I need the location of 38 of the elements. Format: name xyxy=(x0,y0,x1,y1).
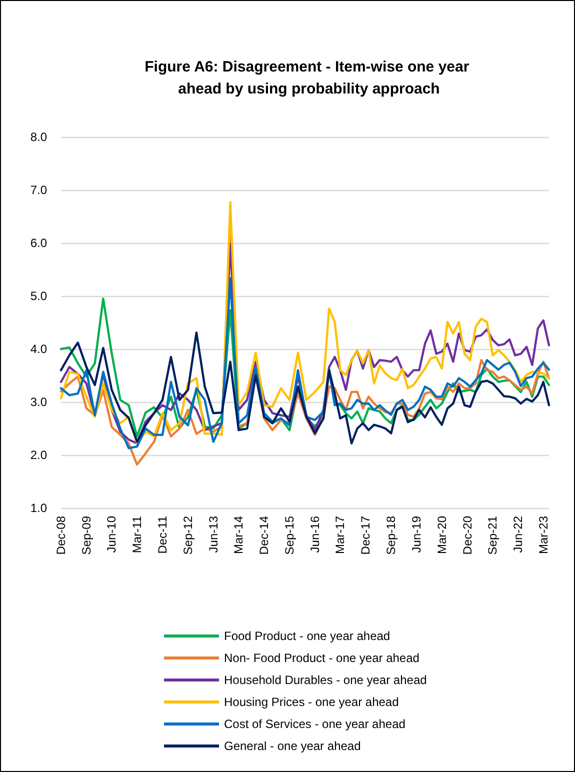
x-tick-label: Mar-20 xyxy=(434,516,449,554)
x-tick-label: Jun-19 xyxy=(409,516,424,553)
x-tick-label: Jun-16 xyxy=(308,516,322,553)
y-tick-label: 4.0 xyxy=(30,342,48,356)
line-series xyxy=(60,201,550,444)
x-tick-label: Sep-15 xyxy=(282,516,297,555)
x-tick-label: Dec-17 xyxy=(358,516,373,555)
legend-label: Housing Prices - one year ahead xyxy=(224,695,399,709)
x-tick-label: Jun-22 xyxy=(511,516,526,553)
line-series xyxy=(60,277,550,450)
y-tick-label: 2.0 xyxy=(30,448,48,462)
legend-label: Cost of Services - one year ahead xyxy=(224,717,406,731)
chart-title: Figure A6: Disagreement - Item-wise one year ahead by using probability approach xyxy=(144,58,474,98)
x-tick-label: Mar-23 xyxy=(536,516,550,554)
line-series xyxy=(60,331,550,444)
y-tick-label: 3.0 xyxy=(30,395,48,409)
x-tick-label: Sep-18 xyxy=(384,516,398,555)
y-tick-label: 7.0 xyxy=(30,183,48,197)
x-tick-label: Dec-08 xyxy=(54,516,68,555)
legend-label: Non- Food Product - one year ahead xyxy=(224,651,420,665)
y-tick-label: 6.0 xyxy=(30,236,48,250)
legend-label: Food Product - one year ahead xyxy=(224,629,390,643)
x-tick-label: Sep-12 xyxy=(181,516,196,555)
y-tick-label: 8.0 xyxy=(30,130,48,144)
legend-label: Household Durables - one year ahead xyxy=(224,673,427,687)
x-tick-label: Jun-10 xyxy=(104,516,119,553)
legend-label: General - one year ahead xyxy=(224,739,361,753)
x-tick-label: Mar-14 xyxy=(232,516,246,554)
x-tick-label: Jun-13 xyxy=(206,516,220,553)
y-tick-label: 1.0 xyxy=(30,501,48,515)
x-tick-label: Dec-11 xyxy=(156,516,170,554)
x-tick-label: Mar-11 xyxy=(130,516,144,554)
x-tick-label: Dec-14 xyxy=(257,516,272,555)
x-tick-label: Mar-17 xyxy=(333,516,348,554)
y-tick-label: 5.0 xyxy=(30,289,48,303)
x-tick-label: Sep-21 xyxy=(486,516,500,555)
x-tick-label: Dec-20 xyxy=(460,516,474,555)
x-tick-label: Sep-09 xyxy=(79,516,94,555)
